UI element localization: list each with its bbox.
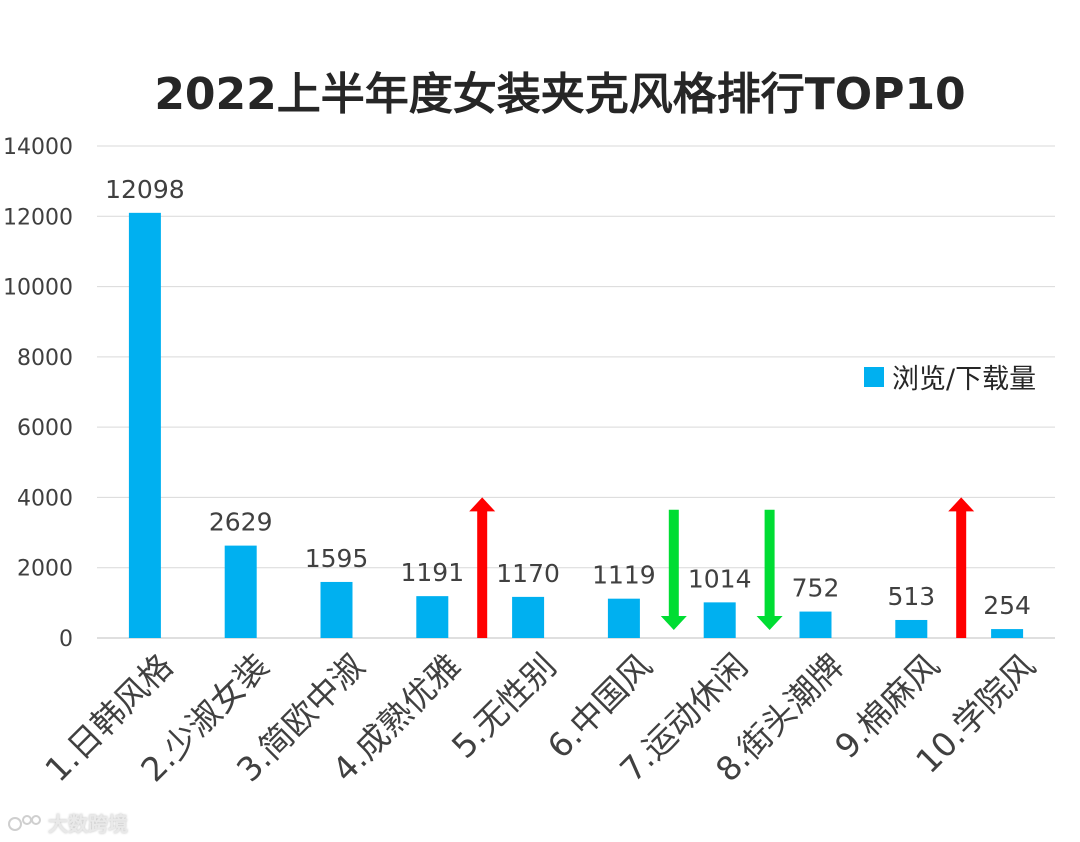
bar: [607, 598, 640, 638]
chart-title: 2022上半年度女装夹克风格排行TOP10: [154, 69, 966, 120]
trend-up-arrow-icon: [469, 497, 496, 638]
watermark-logo-icon: [8, 814, 41, 831]
data-label: 1595: [305, 544, 369, 573]
data-label: 1170: [496, 559, 560, 588]
data-label: 1119: [592, 561, 656, 590]
y-tick-label: 8000: [17, 346, 73, 371]
trend-down-arrow-icon: [756, 509, 783, 630]
legend-swatch: [864, 366, 884, 387]
bar: [799, 611, 832, 638]
bar: [128, 212, 161, 638]
data-label: 254: [983, 591, 1031, 620]
legend-label: 浏览/下载量: [892, 364, 1037, 395]
data-label: 2629: [209, 508, 273, 537]
watermark-text: 大数跨境: [48, 812, 128, 836]
bar: [512, 596, 545, 638]
y-tick-label: 4000: [17, 486, 73, 511]
trend-up-arrow-icon: [948, 497, 975, 638]
y-tick-label: 2000: [17, 557, 73, 582]
trend-down-arrow-icon: [660, 509, 687, 630]
bar: [895, 619, 928, 638]
bar: [703, 602, 736, 638]
y-tick-label: 14000: [3, 135, 73, 160]
bar: [416, 596, 449, 638]
y-tick-label: 10000: [3, 276, 73, 301]
data-label: 12098: [105, 175, 185, 204]
legend: 浏览/下载量: [864, 357, 1036, 396]
bar: [320, 581, 353, 638]
watermark: 大数跨境: [8, 808, 128, 837]
bars: [128, 212, 1024, 638]
bar: [991, 629, 1024, 638]
bar: [224, 545, 257, 638]
x-axis-labels: 1.日韩风格2.少淑女装3.简欧中淑4.成熟优雅5.无性别6.中国风7.运动休闲…: [37, 646, 1042, 789]
data-labels: 12098 2629 1595 1191 1170 1119 1014 752 513 254: [105, 175, 1031, 620]
x-tick-label: 5.无性别: [444, 646, 564, 766]
y-axis-ticks: 0 2000 4000 6000 8000 10000 12000 14000: [3, 135, 73, 652]
trend-arrows: [469, 497, 975, 638]
data-label: 1014: [688, 564, 752, 593]
data-label: 752: [792, 574, 840, 603]
y-tick-label: 0: [59, 627, 73, 652]
y-tick-label: 12000: [3, 205, 73, 230]
y-tick-label: 6000: [17, 416, 73, 441]
data-label: 513: [887, 582, 935, 611]
data-label: 1191: [400, 558, 464, 587]
